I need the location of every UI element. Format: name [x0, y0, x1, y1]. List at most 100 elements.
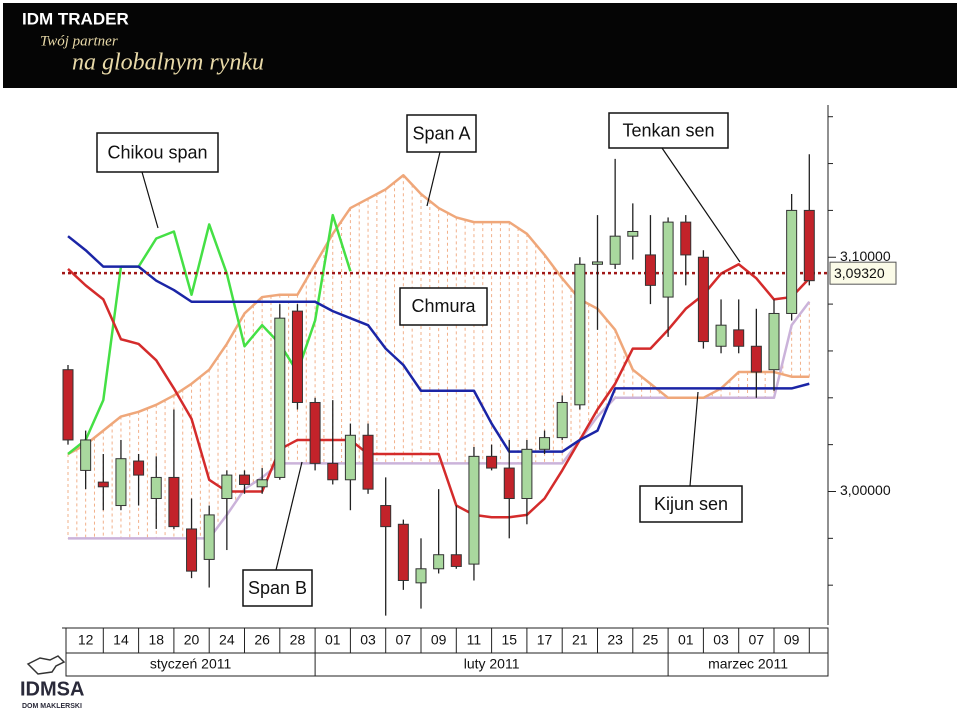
candle-body	[115, 458, 127, 507]
x-tick-label: 17	[537, 632, 553, 648]
x-tick-label: 07	[396, 632, 412, 648]
plot-area	[62, 105, 828, 625]
x-tick-label: 15	[501, 632, 517, 648]
candle-body	[468, 455, 480, 565]
candle-body	[786, 209, 798, 314]
candle-body	[609, 235, 621, 265]
logo-icon	[26, 655, 66, 675]
x-tick-label: 03	[360, 632, 376, 648]
date-row	[65, 627, 829, 677]
x-tick-label: 20	[184, 632, 200, 648]
candle-body	[397, 523, 409, 581]
x-tick-label: 14	[113, 632, 129, 648]
month-label: luty 2011	[464, 656, 520, 672]
candle-body	[503, 467, 515, 500]
candle-body	[715, 324, 727, 347]
x-tick-label: 01	[678, 632, 694, 648]
x-tick-label: 03	[713, 632, 729, 648]
callout-label: Tenkan sen	[622, 120, 714, 140]
x-tick-label: 11	[467, 632, 482, 648]
tagline: na globalnym rynku	[72, 50, 264, 76]
chart: 3,10000 3,00000 3,09320 12 14 18 20 24 26 28 01 03 0…	[62, 105, 897, 677]
series-line	[67, 213, 352, 455]
candle-body	[680, 221, 692, 256]
x-tick-label: 28	[290, 632, 306, 648]
callout-label: Span A	[412, 123, 470, 143]
x-tick-label: 24	[219, 632, 235, 648]
logo: IDMSA	[20, 678, 84, 700]
callout-leader	[141, 171, 159, 229]
last-price-box	[829, 261, 897, 285]
candle-body	[291, 310, 303, 403]
candle-body	[133, 460, 145, 476]
x-tick-label: 07	[749, 632, 765, 648]
candle-body	[362, 434, 374, 490]
candle-body	[221, 474, 233, 500]
candle-body	[97, 481, 109, 488]
candle-body	[768, 312, 780, 371]
candle-body	[239, 474, 250, 485]
candle-body	[627, 230, 639, 237]
candle-body	[539, 437, 551, 450]
x-tick-label: 09	[431, 632, 447, 648]
callout-box	[639, 485, 743, 523]
series-line	[67, 263, 811, 519]
candle-body	[274, 317, 286, 478]
candle-body	[150, 476, 162, 500]
month-label: styczeń 2011	[150, 656, 232, 672]
candle-body	[80, 439, 92, 471]
candle-body	[521, 448, 533, 500]
y-tick-label: 3,10000	[840, 248, 891, 264]
callout-box	[406, 114, 477, 153]
candle-body	[486, 455, 498, 469]
x-tick-label: 25	[643, 632, 659, 648]
callout-box	[96, 132, 219, 173]
callout-label: Span B	[248, 578, 307, 598]
candle-body	[662, 221, 674, 298]
callout-label: Kijun sen	[654, 494, 728, 514]
callout-box	[242, 569, 313, 607]
series-line	[67, 235, 810, 453]
candle-body	[327, 462, 339, 481]
candle-body	[256, 479, 268, 488]
x-tick-label: 01	[325, 632, 341, 648]
x-tick-label: 23	[607, 632, 623, 648]
tagline: Twój partner	[40, 33, 118, 49]
candle-body	[186, 528, 198, 572]
series-line	[67, 174, 810, 456]
callout-box	[608, 112, 729, 149]
month-label: marzec 2011	[708, 656, 788, 672]
candle-body	[592, 261, 603, 265]
x-tick-label: 12	[78, 632, 94, 648]
x-tick-label: 26	[254, 632, 270, 648]
y-tick-label: 3,00000	[840, 482, 891, 498]
brand: IDM TRADER	[22, 9, 129, 28]
candle-body	[733, 329, 745, 347]
candle-body	[803, 209, 815, 282]
last-price-label: 3,09320	[834, 265, 885, 281]
candle-body	[344, 434, 356, 481]
candle-body	[450, 554, 462, 567]
callout-leader	[661, 147, 741, 263]
candle-body	[574, 263, 586, 406]
callout-leader	[689, 391, 699, 487]
annotation: Chmura	[411, 296, 476, 316]
candle-body	[203, 514, 215, 560]
candle-body	[697, 256, 709, 343]
logo-sub: DOM MAKLERSKI	[22, 703, 82, 710]
candle-body	[433, 554, 445, 570]
callout-leader	[426, 151, 441, 207]
x-tick-label: 18	[148, 632, 164, 648]
candle-body	[380, 505, 392, 528]
x-tick-label: 09	[784, 632, 800, 648]
candle-body	[309, 401, 321, 464]
header-bar	[3, 3, 957, 88]
callout-label: Chikou span	[107, 142, 207, 162]
candle-body	[168, 476, 180, 528]
candle-body	[556, 401, 568, 439]
candle-body	[644, 254, 656, 286]
candle-body	[750, 345, 762, 373]
callout-leader	[275, 461, 303, 571]
candle-body	[62, 369, 74, 441]
